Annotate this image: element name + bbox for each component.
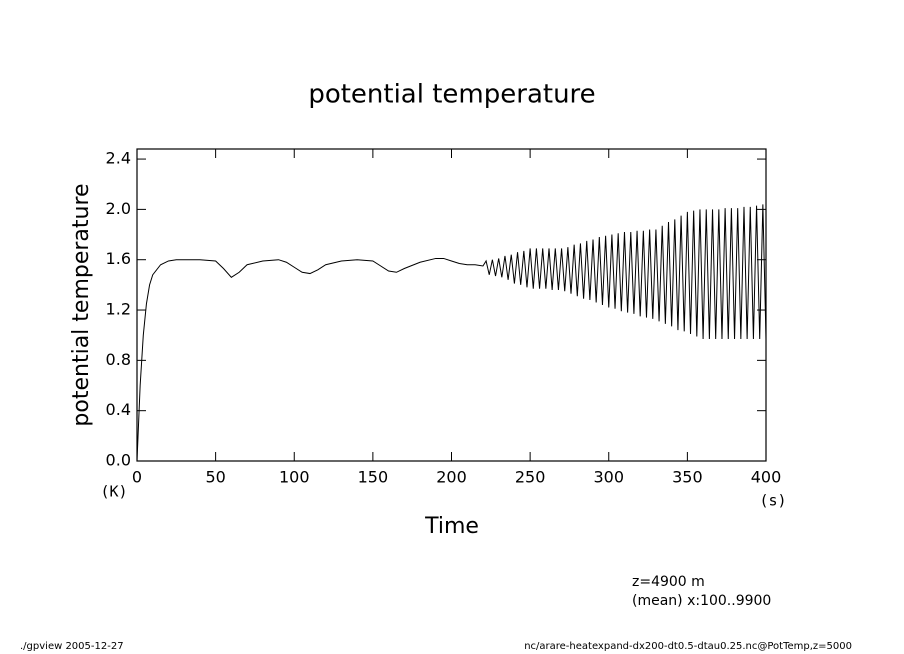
x-axis-label: Time <box>424 514 479 539</box>
annotation: z=4900 m <box>632 574 705 590</box>
x-tick-label: 150 <box>358 468 389 487</box>
x-tick-label: 0 <box>132 468 142 487</box>
footer: ./gpview 2005-12-27 <box>20 641 124 652</box>
y-tick-label: 2.4 <box>106 149 131 168</box>
y-tick-label: 1.2 <box>106 300 131 319</box>
footer: nc/arare-heatexpand-dx200-dt0.5-dtau0.25… <box>524 641 852 652</box>
y-tick-label: 0.4 <box>106 400 131 419</box>
x-tick-label: 250 <box>515 468 546 487</box>
plot-frame <box>136 148 767 462</box>
x-tick-label: 300 <box>593 468 624 487</box>
x-tick-label: 50 <box>205 468 225 487</box>
x-tick-label: 100 <box>279 468 310 487</box>
y-axis-label: potential temperature <box>69 183 94 426</box>
data-line <box>136 204 767 462</box>
y-tick-label: 0.0 <box>106 451 131 470</box>
x-tick-label: 350 <box>672 468 703 487</box>
chart-title: potential temperature <box>308 80 595 110</box>
y-tick-label: 1.6 <box>106 249 131 268</box>
annotation: (mean) x:100..9900 <box>632 593 771 609</box>
y-unit: (K) <box>100 483 127 501</box>
y-tick-label: 0.8 <box>106 350 131 369</box>
x-unit: (s) <box>759 492 786 510</box>
x-tick-label: 200 <box>436 468 467 487</box>
y-tick-label: 2.0 <box>106 199 131 218</box>
x-tick-label: 400 <box>751 468 782 487</box>
